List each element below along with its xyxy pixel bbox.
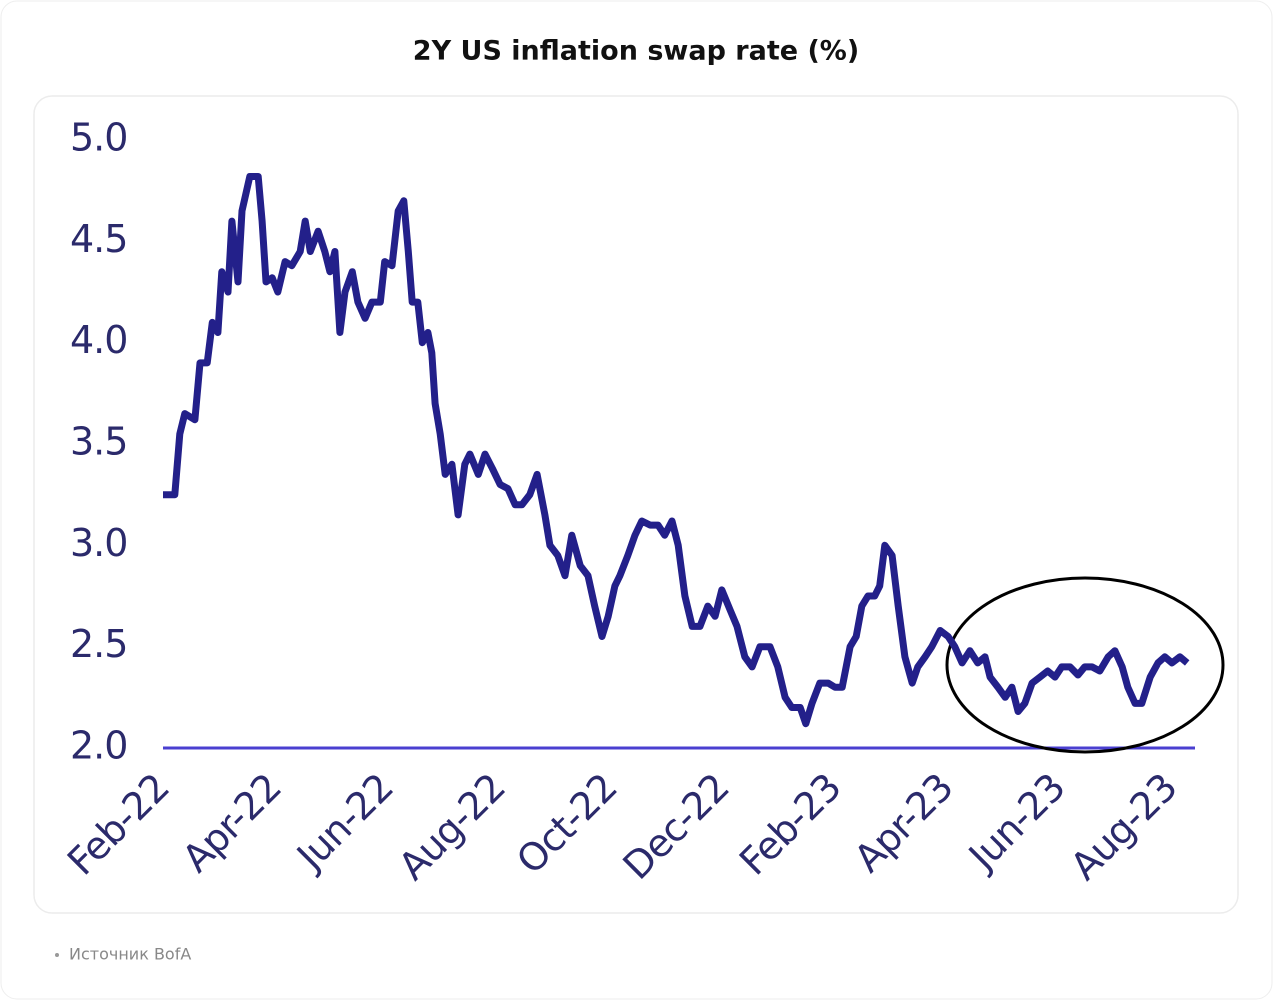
chart-title: 2Y US inflation swap rate (%) xyxy=(413,36,859,67)
source-note: Источник BofA xyxy=(69,945,191,964)
y-tick-label: 3.0 xyxy=(70,521,127,565)
y-tick-label: 5.0 xyxy=(70,116,127,160)
y-tick-label: 3.5 xyxy=(70,420,127,464)
series-line xyxy=(163,173,1190,728)
bullet xyxy=(55,953,59,957)
y-tick-label: 2.5 xyxy=(70,622,127,666)
highlight-ellipse xyxy=(945,576,1225,754)
y-tick-label: 2.0 xyxy=(70,724,127,768)
y-tick-label: 4.5 xyxy=(70,217,127,261)
y-tick-label: 4.0 xyxy=(70,318,127,362)
